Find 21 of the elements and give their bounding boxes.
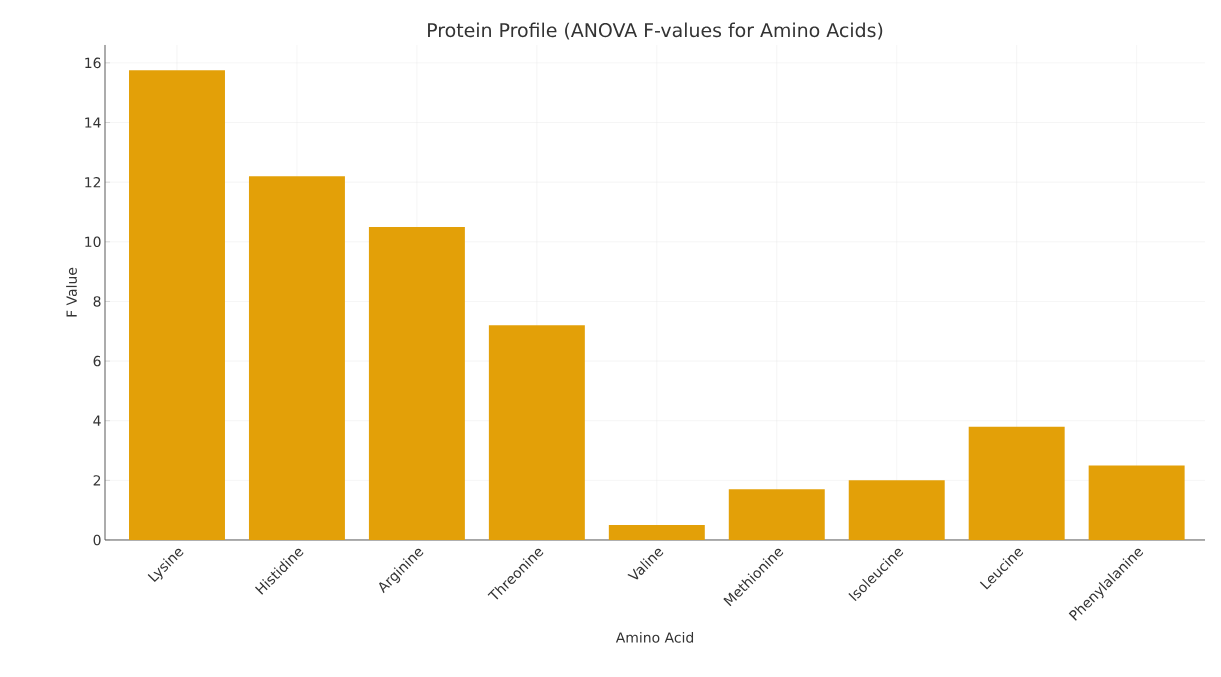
bar — [488, 325, 585, 540]
y-tick-label: 6 — [93, 355, 101, 367]
y-tick-label: 16 — [85, 57, 101, 69]
y-tick-label: 14 — [85, 117, 101, 128]
bar — [248, 176, 345, 540]
y-tick-label: 0 — [93, 534, 101, 546]
x-axis-title: Amino Acid — [615, 631, 694, 643]
bar — [848, 480, 945, 540]
y-tick-label: 10 — [85, 236, 101, 248]
chart-title: Protein Profile (ANOVA F-values for Amino Acids) — [428, 22, 883, 40]
y-axis-title: F Value — [66, 267, 77, 317]
y-tick-label: 4 — [93, 415, 101, 426]
y-tick-label: 12 — [85, 176, 101, 188]
y-tick-label: 2 — [93, 475, 101, 486]
bar — [1088, 465, 1185, 540]
y-tick-label: 8 — [93, 296, 101, 307]
bar — [968, 426, 1065, 540]
bar — [728, 489, 825, 540]
bar — [608, 525, 705, 540]
bar — [368, 226, 465, 540]
bar — [129, 70, 225, 540]
